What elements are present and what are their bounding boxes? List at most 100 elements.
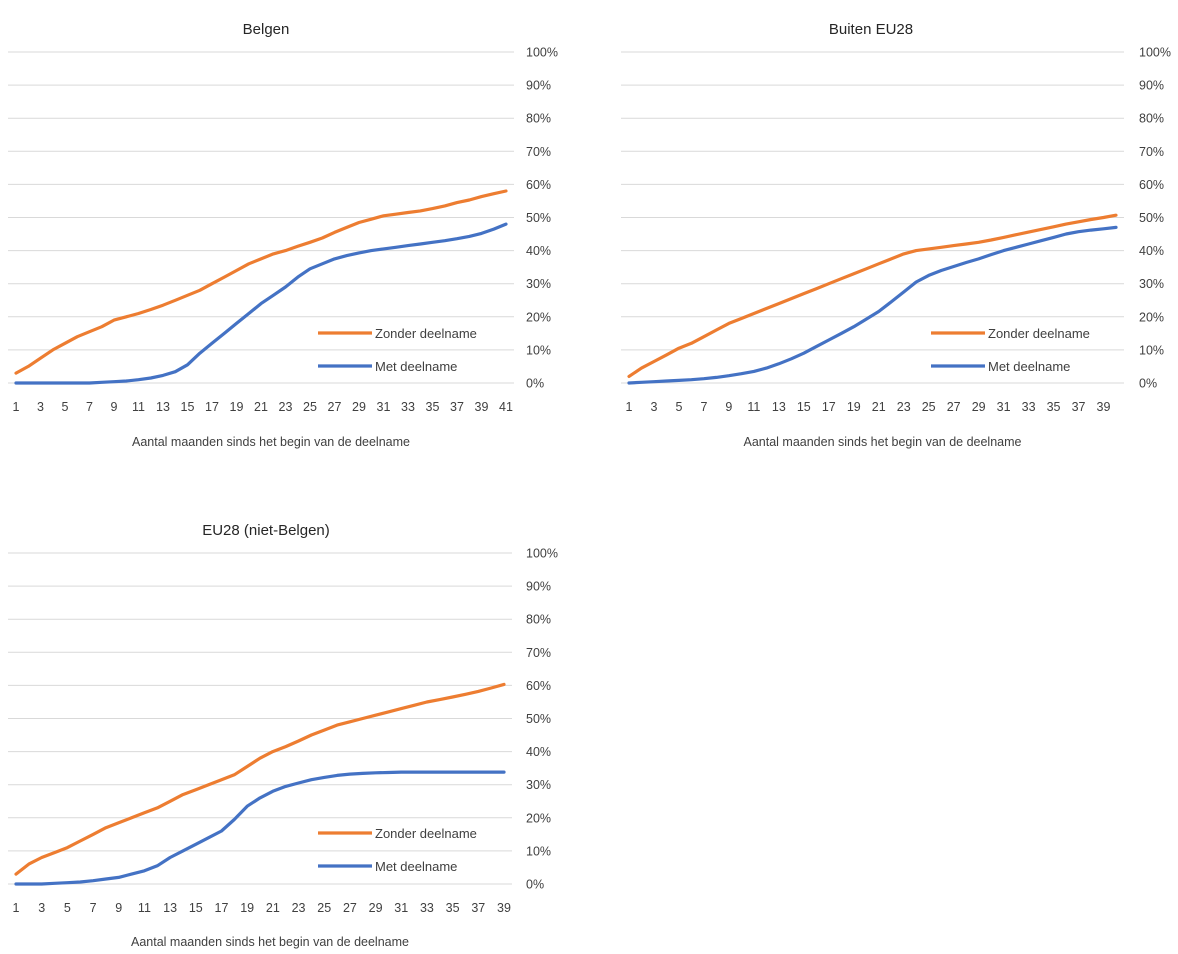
x-tick-label: 21 xyxy=(266,901,280,915)
x-tick-label: 17 xyxy=(205,400,219,414)
x-tick-label: 39 xyxy=(497,901,511,915)
y-tick-label: 60% xyxy=(1139,178,1164,192)
x-tick-label: 3 xyxy=(38,901,45,915)
x-tick-label: 19 xyxy=(847,400,861,414)
legend-label: Zonder deelname xyxy=(375,826,477,841)
chart-panel-1: Belgen 0% 10% 20% 30% 40% 50% 60% 70% 80% 90% 100% 1… xyxy=(8,21,558,449)
y-tick-label: 50% xyxy=(1139,211,1164,225)
y-tick-label: 10% xyxy=(1139,343,1164,357)
series-line-zonder-deelname xyxy=(14,189,508,375)
x-tick-label: 25 xyxy=(303,400,317,414)
x-tick-label: 7 xyxy=(86,400,93,414)
x-tick-label: 33 xyxy=(1022,400,1036,414)
y-tick-label: 90% xyxy=(526,580,551,594)
y-tick-label: 100% xyxy=(1139,46,1171,60)
y-tick-label: 80% xyxy=(526,613,551,627)
x-tick-label: 27 xyxy=(343,901,357,915)
x-tick-label: 15 xyxy=(797,400,811,414)
legend-label: Zonder deelname xyxy=(988,326,1090,341)
x-tick-label: 11 xyxy=(747,400,760,414)
series-line-zonder-deelname xyxy=(627,213,1118,378)
x-tick-label: 37 xyxy=(1072,400,1086,414)
chart-panel-2: Buiten EU28 0% 10% 20% 30% 40% 50% 60% 70% 80% 90%… xyxy=(621,21,1171,449)
x-tick-label: 23 xyxy=(292,901,306,915)
y-tick-label: 30% xyxy=(1139,277,1164,291)
x-tick-label: 29 xyxy=(972,400,986,414)
x-tick-label: 11 xyxy=(138,901,151,915)
x-tick-label: 9 xyxy=(115,901,122,915)
series-line-met-deelname xyxy=(14,222,508,385)
x-tick-label: 5 xyxy=(675,400,682,414)
x-tick-label: 11 xyxy=(132,400,145,414)
y-tick-label: 90% xyxy=(1139,79,1164,93)
chart-title: EU28 (niet-Belgen) xyxy=(202,522,330,539)
x-tick-label: 23 xyxy=(897,400,911,414)
x-tick-label: 9 xyxy=(725,400,732,414)
legend-label: Met deelname xyxy=(375,359,457,374)
y-tick-label: 50% xyxy=(526,712,551,726)
y-tick-label: 20% xyxy=(526,310,551,324)
x-tick-label: 41 xyxy=(499,400,513,414)
x-tick-label: 25 xyxy=(317,901,331,915)
y-tick-label: 70% xyxy=(1139,145,1164,159)
x-tick-label: 13 xyxy=(772,400,786,414)
y-tick-label: 30% xyxy=(526,277,551,291)
y-tick-label: 80% xyxy=(1139,112,1164,126)
x-tick-label: 37 xyxy=(471,901,485,915)
y-tick-label: 40% xyxy=(526,745,551,759)
x-tick-label: 39 xyxy=(475,400,489,414)
y-tick-label: 100% xyxy=(526,547,558,561)
y-tick-label: 0% xyxy=(526,878,544,892)
y-tick-label: 20% xyxy=(526,811,551,825)
x-tick-label: 29 xyxy=(369,901,383,915)
y-tick-label: 40% xyxy=(526,244,551,258)
x-tick-label: 39 xyxy=(1097,400,1111,414)
y-tick-label: 70% xyxy=(526,646,551,660)
y-tick-label: 0% xyxy=(1139,377,1157,391)
y-tick-label: 60% xyxy=(526,178,551,192)
series-line-met-deelname xyxy=(14,770,506,886)
x-tick-label: 17 xyxy=(822,400,836,414)
x-tick-label: 15 xyxy=(189,901,203,915)
x-tick-label: 1 xyxy=(626,400,633,414)
x-axis-label: Aantal maanden sinds het begin van de de… xyxy=(131,935,409,949)
series-line-met-deelname xyxy=(627,225,1118,385)
x-tick-label: 27 xyxy=(328,400,342,414)
y-tick-label: 90% xyxy=(526,79,551,93)
x-tick-label: 25 xyxy=(922,400,936,414)
y-tick-label: 0% xyxy=(526,377,544,391)
x-tick-label: 29 xyxy=(352,400,366,414)
x-tick-label: 31 xyxy=(377,400,391,414)
x-tick-label: 35 xyxy=(446,901,460,915)
y-tick-label: 20% xyxy=(1139,310,1164,324)
y-tick-label: 100% xyxy=(526,46,558,60)
x-tick-label: 21 xyxy=(254,400,268,414)
y-tick-label: 10% xyxy=(526,844,551,858)
x-tick-label: 3 xyxy=(650,400,657,414)
x-tick-label: 17 xyxy=(215,901,229,915)
legend-label: Met deelname xyxy=(988,359,1070,374)
x-tick-label: 21 xyxy=(872,400,886,414)
x-tick-label: 5 xyxy=(64,901,71,915)
x-tick-label: 13 xyxy=(156,400,170,414)
y-tick-label: 70% xyxy=(526,145,551,159)
x-tick-label: 31 xyxy=(997,400,1011,414)
x-tick-label: 15 xyxy=(181,400,195,414)
x-tick-label: 5 xyxy=(62,400,69,414)
x-tick-label: 1 xyxy=(13,400,20,414)
y-tick-label: 60% xyxy=(526,679,551,693)
x-tick-label: 23 xyxy=(279,400,293,414)
legend-label: Zonder deelname xyxy=(375,326,477,341)
x-tick-label: 27 xyxy=(947,400,961,414)
series-line-zonder-deelname xyxy=(14,682,506,876)
x-tick-label: 33 xyxy=(420,901,434,915)
legend-label: Met deelname xyxy=(375,859,457,874)
x-tick-label: 35 xyxy=(1047,400,1061,414)
x-tick-label: 37 xyxy=(450,400,464,414)
chart-title: Belgen xyxy=(243,21,290,38)
x-tick-label: 33 xyxy=(401,400,415,414)
x-tick-label: 19 xyxy=(230,400,244,414)
x-tick-label: 1 xyxy=(13,901,20,915)
x-tick-label: 35 xyxy=(426,400,440,414)
